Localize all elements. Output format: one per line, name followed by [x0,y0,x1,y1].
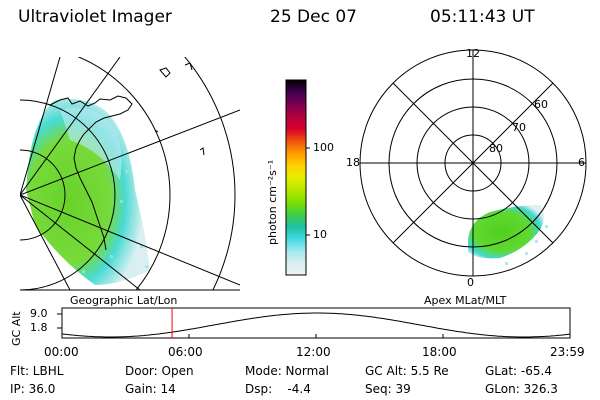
x-tick-1800: 18:00 [422,345,457,359]
mlt-label-12: 12 [466,47,480,60]
ip-readout: IP: 36.0 [10,382,56,396]
coastline [49,95,133,251]
lat-label-80: 80 [489,142,503,155]
polar-plot [359,49,587,277]
mode-readout: Mode: Normal [245,364,329,378]
mlt-label-0: 0 [467,276,474,289]
glat-readout: GLat: -65.4 [485,364,552,378]
date-label: 25 Dec 07 [270,7,357,27]
colorbar-label-10: 10 [313,228,327,241]
x-tick-2359: 23:59 [550,345,585,359]
seq-readout: Seq: 39 [365,382,411,396]
altitude-plot [57,307,571,339]
colorbar-unit-label: photon cm⁻²s⁻¹ [266,159,279,245]
x-tick-0000: 00:00 [44,345,79,359]
colorbar-frame [285,79,307,276]
altitude-tick-1-8: 1.8 [30,321,48,334]
altitude-axis-label: GC Alt [10,311,23,346]
mlt-label-18: 18 [346,156,360,169]
filter-readout: Flt: LBHL [10,364,64,378]
altitude-curve [61,312,571,338]
glon-readout: GLon: 326.3 [485,382,558,396]
dsp-readout: Dsp: -4.4 [245,382,311,396]
x-tick-1200: 12:00 [296,345,331,359]
lat-label-70: 70 [512,121,526,134]
x-tick-0600: 06:00 [168,345,203,359]
geographic-map [20,57,240,290]
gc-alt-readout: GC Alt: 5.5 Re [365,364,449,378]
gain-readout: Gain: 14 [125,382,176,396]
mlt-label-6: 6 [578,156,585,169]
altitude-tick-9: 9.0 [30,307,48,320]
instrument-title: Ultraviolet Imager [18,7,172,27]
colorbar-label-100: 100 [313,141,334,154]
door-readout: Door: Open [125,364,194,378]
time-label: 05:11:43 UT [430,7,535,27]
lat-label-60: 60 [534,98,548,111]
aurora-emission-right [468,205,544,259]
colorbar [285,79,310,276]
polar-caption: Apex MLat/MLT [424,294,507,307]
geographic-caption: Geographic Lat/Lon [70,294,178,307]
colorbar-fill [286,80,306,275]
